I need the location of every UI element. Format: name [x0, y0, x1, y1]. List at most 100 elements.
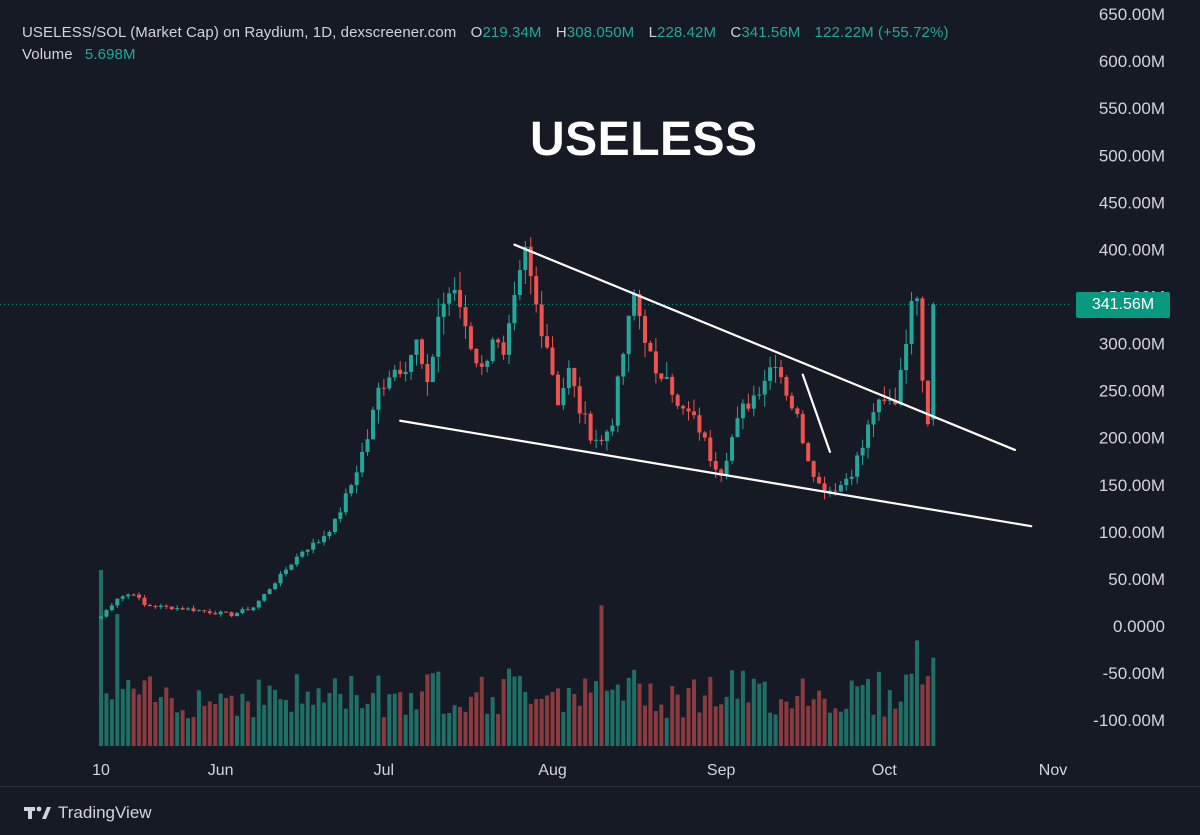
candle-body	[485, 361, 490, 367]
volume-bar	[784, 701, 789, 746]
candle-body	[615, 376, 620, 426]
volume-bar	[109, 699, 114, 746]
candle-body	[844, 478, 849, 486]
candle-body	[817, 476, 822, 484]
volume-bar	[931, 657, 936, 746]
candle-body	[659, 373, 664, 379]
candle-body	[604, 431, 609, 442]
candle-body	[501, 342, 506, 355]
candlestick-series	[99, 237, 936, 619]
volume-bar	[800, 678, 805, 746]
volume-bar	[626, 677, 631, 746]
symbol-legend: USELESS/SOL (Market Cap) on Raydium, 1D,…	[22, 24, 949, 41]
volume-bar	[387, 694, 392, 746]
volume-bar	[403, 714, 408, 746]
volume-bar	[240, 693, 245, 746]
volume-bar	[768, 712, 773, 746]
candle-body	[142, 597, 147, 605]
volume-bar	[528, 703, 533, 746]
volume-bar	[175, 712, 180, 746]
volume-bar	[202, 705, 207, 746]
volume-bar	[158, 696, 163, 746]
candle-body	[332, 518, 337, 532]
volume-bar	[860, 685, 865, 746]
candle-body	[137, 594, 142, 598]
volume-bar	[218, 693, 223, 746]
trendline-short[interactable]	[801, 373, 832, 453]
candle-body	[224, 611, 229, 613]
volume-bar	[708, 676, 713, 746]
volume-bar	[224, 698, 229, 746]
volume-bar	[441, 713, 446, 746]
candle-body	[838, 485, 843, 492]
y-axis: 650.00M 600.00M 550.00M 500.00M 450.00M 400.0…	[1093, 5, 1165, 730]
candle-body	[120, 596, 125, 599]
candle-body	[245, 609, 250, 611]
candle-body	[349, 485, 354, 494]
volume-bar	[409, 693, 414, 746]
candle-body	[795, 408, 800, 415]
volume-bar	[142, 680, 147, 746]
candle-body	[789, 395, 794, 409]
volume-bar	[757, 683, 762, 746]
volume-bar	[479, 676, 484, 746]
volume-bar	[289, 711, 294, 746]
volume-bar	[512, 676, 517, 746]
volume-bar	[485, 713, 490, 746]
volume-bar	[838, 711, 843, 746]
brand-name: TradingView	[58, 803, 152, 822]
candle-body	[806, 443, 811, 462]
volume-bar	[251, 717, 256, 746]
volume-bar	[381, 717, 386, 746]
candle-body	[414, 339, 419, 355]
volume-bar	[463, 711, 468, 746]
volume-bar	[300, 703, 305, 746]
candle-body	[381, 387, 386, 389]
trendline-lower[interactable]	[399, 419, 1033, 528]
volume-bar	[196, 690, 201, 746]
candle-body	[273, 583, 278, 590]
x-tick-label: Jul	[374, 762, 394, 779]
volume-bar	[610, 689, 615, 746]
candle-body	[697, 415, 702, 433]
volume-bar	[925, 676, 930, 746]
candle-body	[681, 405, 686, 409]
candle-body	[555, 374, 560, 406]
volume-bar	[120, 688, 125, 746]
volume-bar	[501, 678, 506, 746]
volume-bar	[322, 702, 327, 746]
volume-bar	[436, 671, 441, 746]
candle-body	[740, 403, 745, 419]
footer-bar: TradingView	[0, 786, 1200, 835]
candle-body	[713, 461, 718, 470]
ohlc-high: H308.050M	[555, 24, 635, 41]
candle-body	[490, 339, 495, 362]
candle-body	[305, 549, 310, 552]
candle-body	[528, 246, 533, 277]
candle-body	[517, 270, 522, 295]
candle-body	[175, 608, 180, 610]
candle-body	[708, 437, 713, 462]
volume-bar	[615, 684, 620, 746]
volume-bar	[131, 688, 136, 746]
price-chart[interactable]: 650.00M 600.00M 550.00M 500.00M 450.00M 400.0…	[0, 0, 1200, 786]
candle-body	[474, 348, 479, 364]
volume-bar	[354, 695, 359, 746]
tradingview-brand[interactable]: TradingView	[24, 803, 152, 823]
volume-bar	[697, 712, 702, 746]
candle-body	[735, 418, 740, 438]
candle-body	[860, 447, 865, 456]
x-tick-label: Aug	[538, 762, 566, 779]
volume-bar	[572, 693, 577, 746]
candle-body	[419, 339, 424, 365]
candle-body	[371, 409, 375, 440]
trendline-upper[interactable]	[513, 243, 1017, 452]
candle-body	[289, 564, 294, 570]
volume-bar	[273, 689, 278, 746]
candle-body	[621, 353, 626, 377]
volume-bar	[822, 698, 827, 746]
candle-body	[186, 608, 191, 610]
volume-bar	[817, 690, 822, 746]
candle-body	[409, 354, 414, 372]
volume-bar	[213, 704, 218, 746]
